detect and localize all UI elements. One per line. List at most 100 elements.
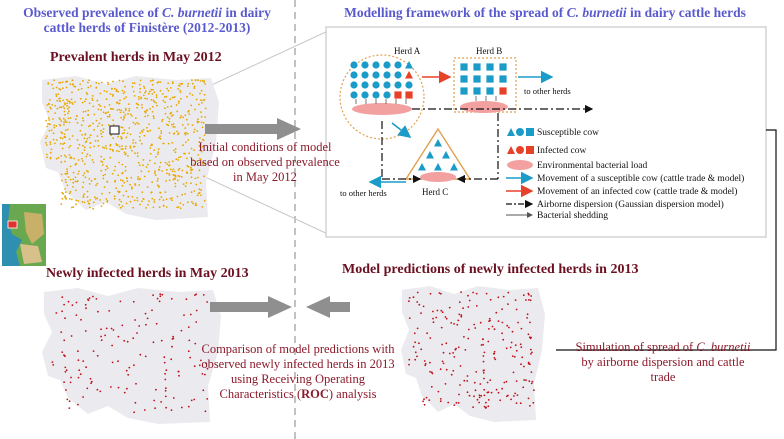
herd-dot: [151, 83, 154, 86]
susceptible-cow: [405, 61, 413, 69]
herd-dot: [74, 85, 77, 88]
herd-dot: [420, 348, 423, 351]
herd-dot: [440, 326, 443, 329]
herd-dot: [160, 339, 163, 342]
herd-dot: [150, 191, 153, 194]
herd-dot: [119, 179, 122, 181]
herd-dot: [133, 82, 136, 84]
herd-dot: [131, 187, 133, 190]
herd-dot: [71, 198, 73, 201]
herd-dot: [168, 161, 171, 163]
herd-dot: [487, 340, 490, 343]
map-land: [40, 76, 219, 220]
herd-dot: [111, 95, 114, 97]
herd-dot: [64, 172, 67, 175]
herd-dot: [158, 136, 160, 139]
herd-dot: [65, 181, 67, 184]
herd-dot: [190, 147, 193, 150]
herd-dot: [74, 118, 77, 121]
herd-dot: [103, 106, 106, 108]
herd-dot: [414, 358, 417, 361]
herd-dot: [70, 98, 73, 101]
herd-dot: [166, 172, 168, 175]
herd-dot: [87, 200, 89, 203]
herd-dot: [165, 198, 168, 201]
herd-dot: [91, 159, 94, 161]
herd-dot: [118, 145, 121, 148]
herd-dot: [124, 165, 127, 168]
herd-dot: [97, 139, 99, 142]
herd-dot: [112, 123, 115, 126]
herd-dot: [47, 82, 50, 85]
herd-dot: [152, 99, 155, 102]
herd-dot: [495, 311, 498, 314]
herd-dot: [151, 93, 154, 95]
herd-dot: [113, 195, 116, 198]
herd-dot: [153, 149, 156, 151]
herd-dot: [530, 336, 532, 339]
herd-dot: [63, 102, 66, 104]
herd-dot: [488, 328, 490, 330]
herd-dot: [153, 199, 156, 201]
herd-dot: [59, 100, 62, 102]
herd-dot: [75, 301, 78, 304]
susceptible-cow: [473, 87, 481, 95]
herd-dot: [193, 149, 196, 151]
herd-dot: [151, 110, 154, 113]
herd-dot: [64, 178, 67, 181]
herd-dot: [205, 362, 207, 364]
herd-dot: [61, 179, 63, 182]
herd-dot: [82, 144, 84, 147]
susceptible-cow: [473, 63, 481, 71]
herd-dot: [81, 134, 84, 136]
herd-dot: [83, 193, 86, 195]
herd-dot: [65, 369, 68, 372]
herd-dot: [438, 292, 441, 294]
herd-dot: [467, 294, 469, 297]
herd-dot: [117, 190, 119, 193]
herd-dot: [187, 139, 190, 141]
herd-dot: [71, 304, 74, 307]
herd-dot: [203, 80, 206, 83]
herd-dot: [412, 296, 415, 299]
herd-dot: [474, 327, 477, 329]
herd-dot: [132, 90, 135, 93]
legend-shedding: Bacterial shedding: [537, 211, 608, 221]
herd-dot: [448, 306, 451, 309]
herd-dot: [487, 405, 490, 408]
herd-dot: [148, 123, 150, 125]
herd-dot: [191, 82, 194, 85]
herd-dot: [114, 179, 117, 182]
herd-dot: [67, 300, 70, 303]
herd-dot: [71, 103, 74, 105]
herd-dot: [50, 107, 52, 110]
herd-dot: [525, 379, 527, 382]
herd-dot: [198, 103, 200, 106]
herd-dot: [186, 95, 188, 98]
herd-dot: [520, 327, 523, 330]
herd-dot: [483, 351, 486, 354]
herd-dot: [466, 380, 469, 382]
herd-dot: [60, 203, 63, 206]
herd-dot: [66, 172, 69, 175]
herd-dot: [165, 369, 168, 372]
herd-dot: [80, 87, 83, 90]
predicted-dots: [408, 291, 535, 409]
herd-dot: [138, 136, 141, 138]
herd-dot: [109, 148, 112, 150]
herd-dot: [136, 106, 138, 109]
herd-dot: [162, 199, 165, 202]
herd-dot: [463, 379, 466, 382]
herd-dot: [98, 82, 100, 85]
herd-dot: [85, 170, 88, 172]
herd-dot: [173, 170, 176, 173]
herd-dot: [146, 186, 149, 188]
herd-dot: [168, 179, 171, 182]
susceptible-cow: [383, 61, 391, 69]
herd-dot: [73, 157, 76, 160]
herd-dot: [56, 139, 58, 141]
herd-dot: [144, 115, 147, 118]
herd-dot: [121, 205, 124, 208]
herd-dot: [169, 98, 172, 100]
herd-dot: [432, 317, 434, 320]
